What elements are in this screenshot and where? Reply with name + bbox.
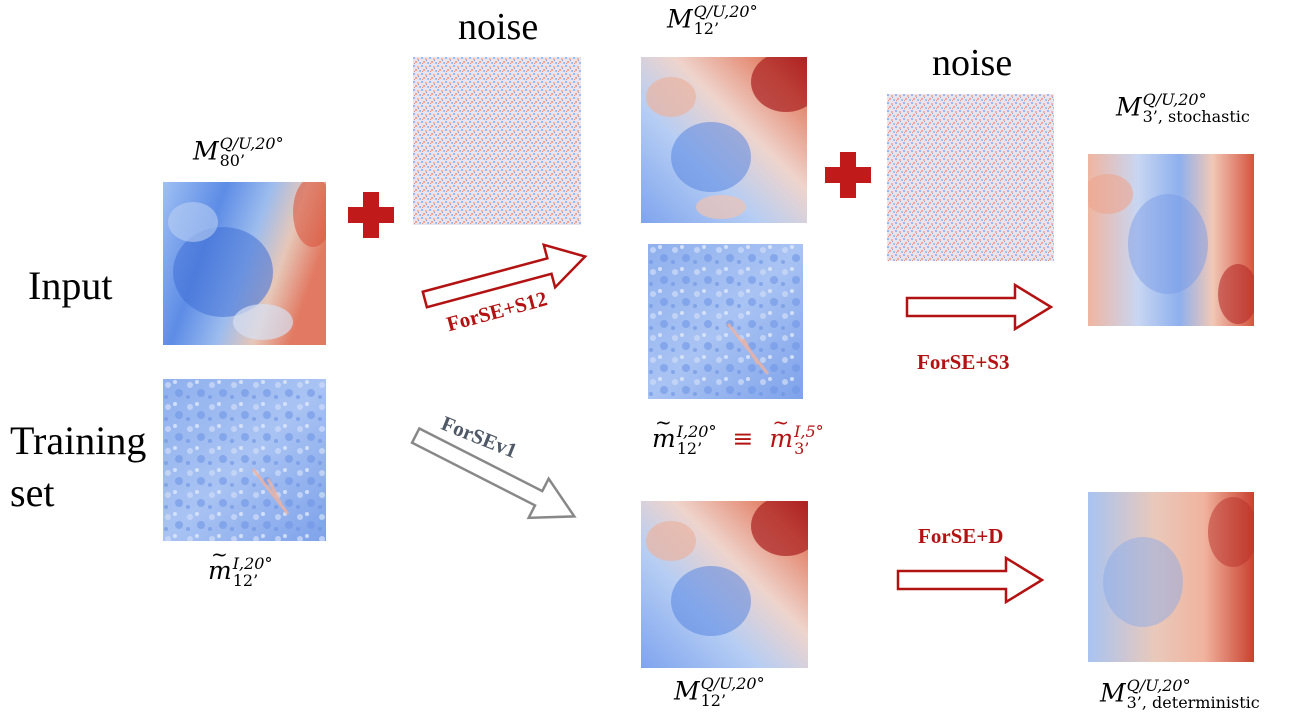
noise-label-1: noise <box>458 6 539 48</box>
map-m3-stochastic <box>1088 154 1254 326</box>
map-intensity-12 <box>648 244 803 399</box>
arrow-forse-d <box>896 555 1045 605</box>
arrow-forsev1 <box>404 420 586 532</box>
label-m12-top: M Q/U,20° 12’ <box>667 2 758 38</box>
map-training-set <box>163 379 326 541</box>
arrow-label-forse-s3: ForSE+S3 <box>917 350 1010 374</box>
row-label-set: set <box>10 470 55 515</box>
plus-icon-1 <box>346 190 396 240</box>
map-m12-bottom <box>641 501 808 668</box>
noise-label-2: noise <box>932 42 1013 84</box>
label-equivalence: mI,20°12’ ≡ mI,5°3’ <box>652 412 824 458</box>
label-m3-deterministic: M Q/U,20° 3’, deterministic <box>1100 676 1260 712</box>
map-input-80 <box>163 182 326 345</box>
map-m3-deterministic <box>1088 492 1254 662</box>
row-label-training: Training <box>10 418 147 463</box>
arrow-forse-s3 <box>905 282 1054 332</box>
label-training-small: mI,20°12’ <box>208 544 272 590</box>
plus-icon-2 <box>823 150 873 200</box>
label-m3-stochastic: M Q/U,20° 3’, stochastic <box>1116 90 1250 126</box>
map-noise-1 <box>413 57 581 225</box>
arrow-label-forse-d: ForSE+D <box>918 524 1004 548</box>
label-m80: M Q/U,20° 80’ <box>193 134 284 170</box>
label-m12-bottom: M Q/U,20° 12’ <box>674 674 765 710</box>
map-m12-top <box>641 57 807 223</box>
arrow-forse-s12 <box>418 242 593 314</box>
map-noise-2 <box>887 94 1054 261</box>
row-label-input: Input <box>28 263 113 308</box>
